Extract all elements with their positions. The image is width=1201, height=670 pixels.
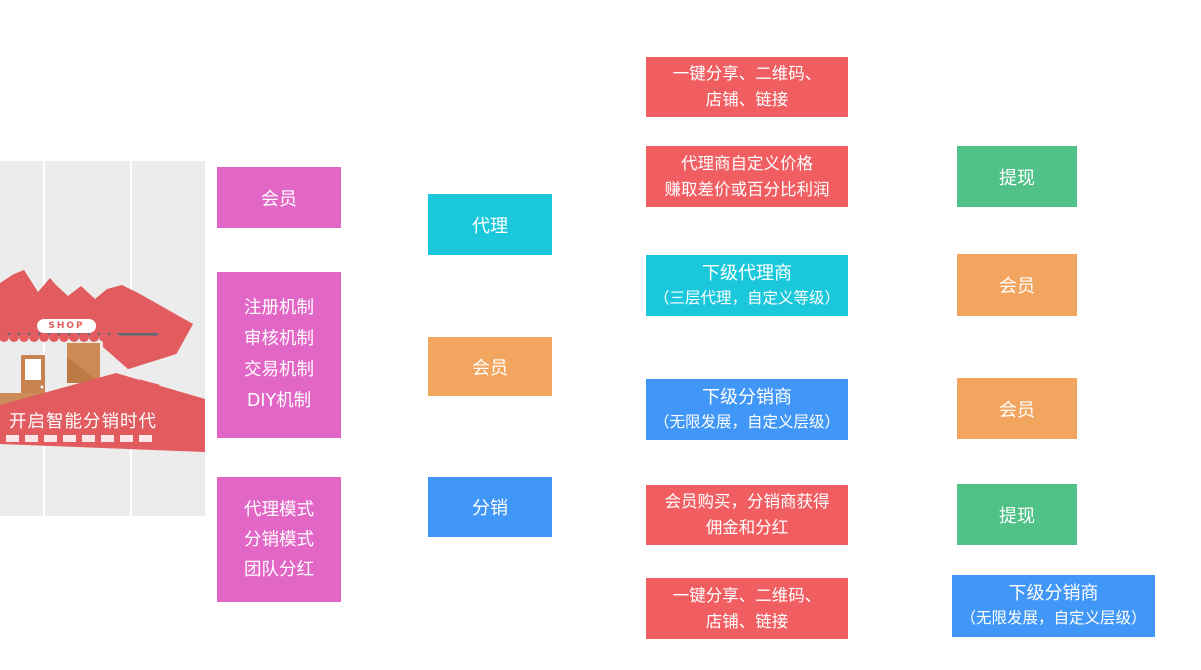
box-line: （无限发展，自定义层级） xyxy=(960,609,1147,627)
box-line: 店铺、链接 xyxy=(705,90,789,109)
box-line: （三层代理，自定义等级） xyxy=(653,288,840,307)
member-purchase-box: 会员购买，分销商获得 佣金和分红 xyxy=(646,485,848,545)
member-features-box: 会员 xyxy=(217,167,341,228)
box-label: 分销 xyxy=(472,498,508,519)
box-line: （无限发展，自定义层级） xyxy=(653,412,840,431)
box-line: 注册机制 xyxy=(244,298,314,318)
box-line: 代理模式 xyxy=(244,499,314,520)
shop-illustration-graphic xyxy=(0,161,205,516)
box-line: 下级分销商 xyxy=(1008,583,1099,604)
member-mid-box: 会员 xyxy=(428,337,552,396)
share-bottom-box: 一键分享、二维码、 店铺、链接 xyxy=(646,578,848,639)
mechanisms-box: 注册机制 审核机制 交易机制 DIY机制 xyxy=(217,272,341,438)
box-line: 交易机制 xyxy=(244,360,314,380)
box-line: 审核机制 xyxy=(244,329,314,349)
withdraw-bottom-box: 提现 xyxy=(957,484,1077,545)
agent-pricing-box: 代理商自定义价格 赚取差价或百分比利润 xyxy=(646,146,848,207)
box-line: 佣金和分红 xyxy=(705,518,789,537)
clipped-text-line xyxy=(6,435,158,442)
box-line: 分销模式 xyxy=(244,529,314,550)
member-right-2-box: 会员 xyxy=(957,378,1077,439)
modes-box: 代理模式 分销模式 团队分红 xyxy=(217,477,341,602)
share-top-box: 一键分享、二维码、 店铺、链接 xyxy=(646,57,848,117)
sub-distributors-right-box: 下级分销商 （无限发展，自定义层级） xyxy=(952,575,1155,637)
shop-illustration: SHOP 开启智能分销时代 xyxy=(0,161,205,517)
sub-distributors-box: 下级分销商 （无限发展，自定义层级） xyxy=(646,379,848,440)
box-line: 会员购买，分销商获得 xyxy=(664,492,830,511)
distribution-box: 分销 xyxy=(428,477,552,537)
box-label: 会员 xyxy=(999,399,1035,421)
member-right-1-box: 会员 xyxy=(957,254,1077,316)
illustration-caption: 开启智能分销时代 xyxy=(9,412,157,432)
box-line: DIY机制 xyxy=(246,391,312,411)
box-line: 团队分红 xyxy=(244,559,314,580)
box-line: 一键分享、二维码、 xyxy=(672,585,822,605)
box-line: 下级分销商 xyxy=(702,386,792,408)
box-label: 会员 xyxy=(472,357,508,379)
shop-sign: SHOP xyxy=(37,319,96,333)
withdraw-top-box: 提现 xyxy=(957,146,1077,207)
box-line: 下级代理商 xyxy=(702,262,792,284)
box-line: 代理商自定义价格 xyxy=(681,153,813,173)
box-label: 会员 xyxy=(261,188,297,210)
sub-agents-box: 下级代理商 （三层代理，自定义等级） xyxy=(646,255,848,316)
box-line: 一键分享、二维码、 xyxy=(672,64,822,83)
box-label: 提现 xyxy=(999,505,1035,527)
agent-box: 代理 xyxy=(428,194,552,255)
box-label: 代理 xyxy=(472,215,508,237)
box-line: 店铺、链接 xyxy=(705,611,789,631)
box-label: 提现 xyxy=(999,167,1035,189)
box-line: 赚取差价或百分比利润 xyxy=(664,179,830,199)
box-label: 会员 xyxy=(999,276,1035,297)
